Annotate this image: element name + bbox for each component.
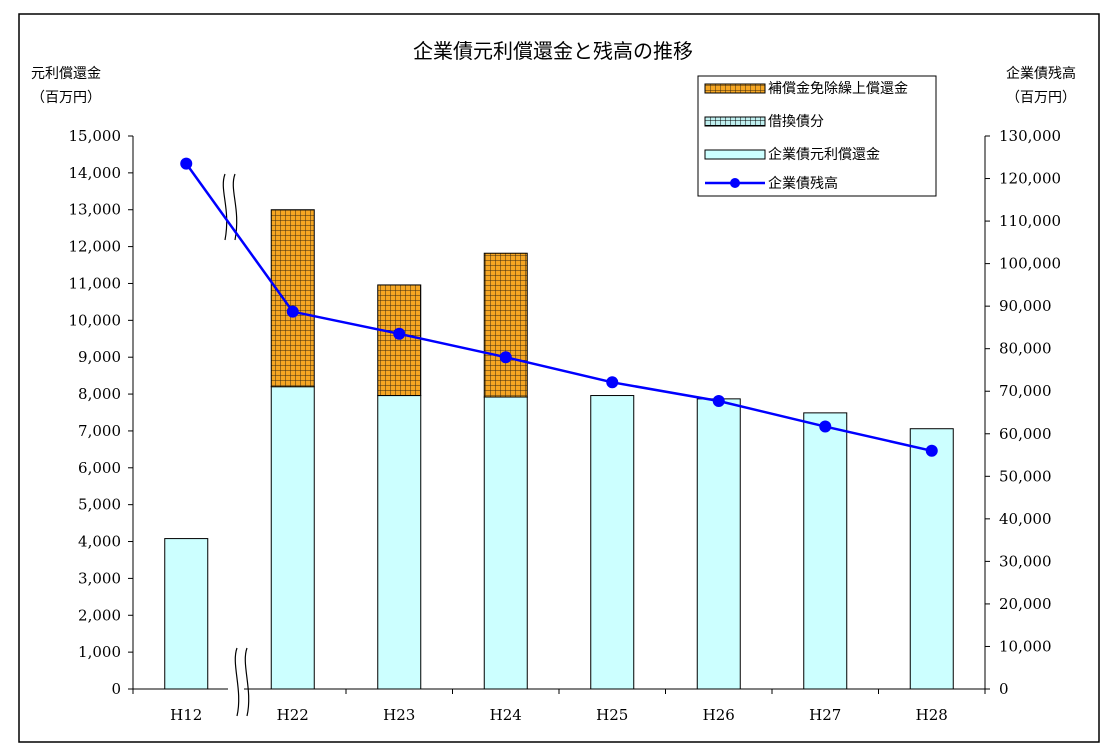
left-tick-label: 12,000: [69, 238, 122, 256]
right-axis-title-line1: 企業債残高: [1006, 65, 1076, 82]
bar-principal-interest: [909, 428, 954, 690]
chart-title: 企業債元利償還金と残高の推移: [413, 39, 693, 63]
left-tick-label: 9,000: [78, 348, 121, 366]
x-tick-label: H25: [596, 706, 628, 724]
right-tick-label: 40,000: [999, 510, 1052, 528]
balance-point: [286, 305, 299, 318]
balance-point: [499, 351, 512, 364]
bar-principal-interest: [270, 386, 315, 690]
bar-principal-interest: [377, 395, 422, 690]
legend-swatch-repayment-exemption: [704, 83, 766, 94]
balance-point: [819, 420, 832, 433]
x-tick-label: H28: [916, 706, 948, 724]
left-tick-label: 4,000: [78, 533, 121, 551]
legend-swatch-balance-marker: [730, 178, 740, 188]
right-tick-label: 70,000: [999, 382, 1052, 400]
left-tick-label: 11,000: [69, 274, 122, 292]
balance-line: [185, 162, 933, 453]
left-axis-ticks: 0 1,000 2,000 3,000 4,000 5,000 6,000 7,000 8,00…: [69, 127, 133, 698]
balance-point: [606, 376, 619, 389]
right-tick-label: 10,000: [999, 637, 1052, 655]
right-tick-label: 30,000: [999, 552, 1052, 570]
bar-principal-interest: [590, 395, 635, 690]
bar-principal-interest: [483, 396, 528, 690]
left-tick-label: 7,000: [78, 422, 121, 440]
x-tick-label: H24: [490, 706, 522, 724]
legend-label-refinancing: 借換債分: [768, 114, 824, 130]
balance-point: [393, 327, 406, 340]
right-tick-label: 60,000: [999, 425, 1052, 443]
left-tick-label: 5,000: [78, 496, 121, 514]
right-tick-label: 90,000: [999, 297, 1052, 315]
legend-swatch-principal-interest: [704, 149, 766, 160]
x-tick-label: H23: [383, 706, 415, 724]
left-axis-title-line1: 元利償還金: [31, 66, 101, 82]
left-tick-label: 8,000: [78, 385, 121, 403]
right-tick-label: 0: [999, 680, 1009, 698]
axis-break-marker-bottom: [228, 647, 250, 718]
bar-repayment-exemption: [377, 284, 422, 397]
left-tick-label: 0: [111, 680, 121, 698]
line-series-group: [180, 157, 938, 457]
legend-swatch-refinancing: [704, 116, 766, 127]
x-tick-label: H27: [809, 706, 841, 724]
left-tick-label: 14,000: [69, 164, 122, 182]
left-tick-label: 2,000: [78, 606, 121, 624]
left-tick-label: 6,000: [78, 459, 121, 477]
right-tick-label: 80,000: [999, 340, 1052, 358]
left-tick-label: 3,000: [78, 569, 121, 587]
legend: 補償金免除繰上償還金 借換債分 企業債元利償還金 企業債残高: [697, 75, 937, 197]
left-tick-label: 1,000: [78, 643, 121, 661]
x-tick-label: H12: [170, 706, 202, 724]
left-axis-title-line2: （百万円）: [31, 90, 101, 106]
legend-label-balance: 企業債残高: [768, 175, 838, 192]
right-tick-label: 20,000: [999, 595, 1052, 613]
legend-label-principal-interest: 企業債元利償還金: [768, 146, 880, 163]
balance-point: [180, 157, 193, 170]
right-axis-title-line2: （百万円）: [1006, 90, 1076, 106]
legend-label-repayment-exemption: 補償金免除繰上償還金: [768, 81, 908, 97]
legend-box: [697, 75, 937, 197]
right-tick-label: 130,000: [999, 127, 1061, 145]
bar-principal-interest: [164, 538, 209, 690]
right-tick-label: 50,000: [999, 467, 1052, 485]
right-tick-label: 120,000: [999, 170, 1061, 188]
x-tick-label: H26: [703, 706, 735, 724]
right-tick-label: 100,000: [999, 255, 1061, 273]
right-tick-label: 110,000: [999, 212, 1061, 230]
left-tick-label: 15,000: [69, 127, 122, 145]
x-tick-label: H22: [277, 706, 309, 724]
bar-principal-interest: [696, 398, 741, 690]
bar-repayment-exemption: [483, 252, 528, 398]
bar-principal-interest: [803, 412, 848, 690]
right-axis-ticks: 0 10,000 20,000 30,000 40,000 50,000 60,000 70,…: [985, 127, 1061, 698]
left-tick-label: 13,000: [69, 201, 122, 219]
bar-repayment-exemption: [270, 209, 315, 388]
x-axis-ticks: H12 H22 H23 H24 H25 H26 H27 H28: [132, 689, 986, 724]
balance-point: [712, 395, 725, 408]
left-tick-label: 10,000: [69, 311, 122, 329]
balance-point: [925, 444, 938, 457]
